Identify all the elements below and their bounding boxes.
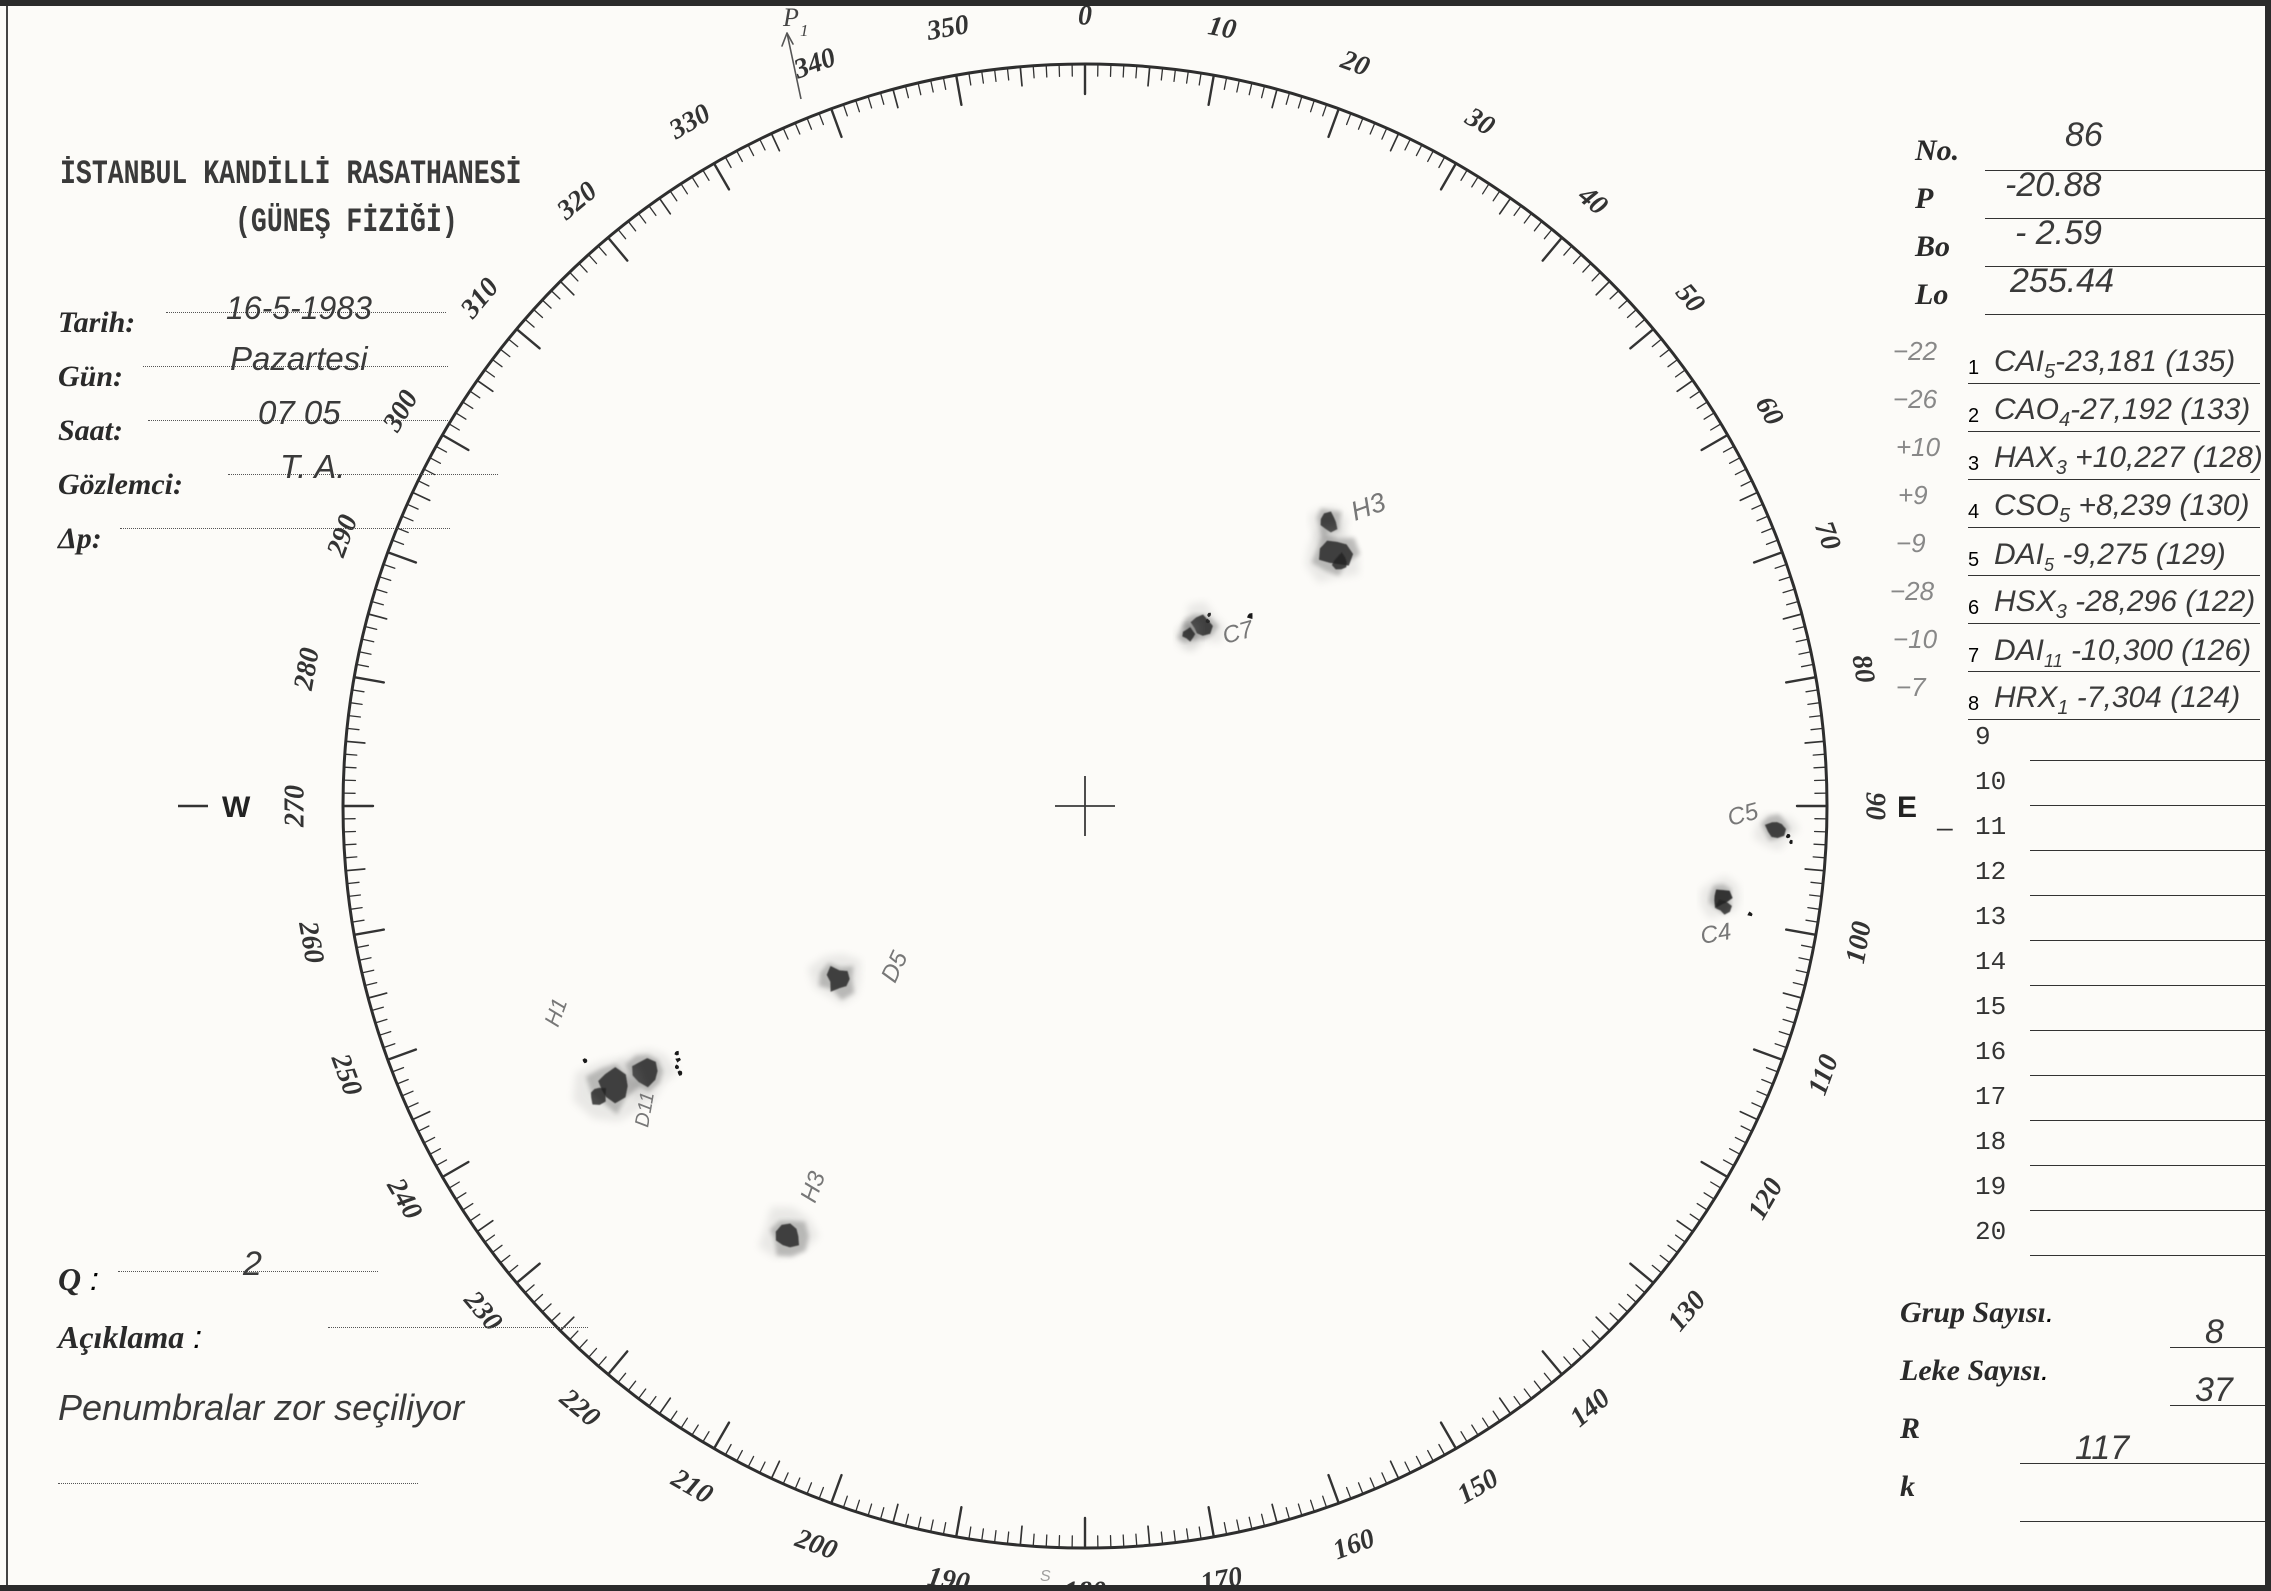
svg-text:D5: D5 (876, 947, 914, 987)
svg-text:210: 210 (665, 1462, 718, 1510)
svg-text:S: S (1040, 1568, 1051, 1585)
svg-text:H3: H3 (795, 1167, 831, 1206)
svg-text:190: 190 (925, 1561, 972, 1591)
svg-text:C5: C5 (1725, 798, 1762, 832)
svg-text:280: 280 (288, 645, 326, 693)
svg-text:260: 260 (292, 918, 330, 966)
svg-text:240: 240 (380, 1172, 428, 1225)
svg-text:H1: H1 (539, 995, 572, 1030)
svg-text:30: 30 (1459, 101, 1500, 142)
svg-text:160: 160 (1329, 1523, 1379, 1566)
svg-text:130: 130 (1662, 1285, 1713, 1337)
svg-text:70: 70 (1808, 517, 1847, 554)
svg-text:330: 330 (663, 98, 716, 146)
svg-text:100: 100 (1840, 919, 1878, 966)
svg-text:220: 220 (553, 1382, 606, 1433)
svg-text:P: P (782, 6, 799, 32)
svg-text:90: 90 (1860, 792, 1891, 820)
svg-text:10: 10 (1206, 10, 1239, 45)
svg-text:120: 120 (1742, 1173, 1790, 1225)
svg-text:200: 200 (790, 1522, 841, 1566)
svg-text:110: 110 (1802, 1050, 1845, 1099)
svg-text:H3: H3 (1347, 487, 1390, 527)
svg-text:250: 250 (324, 1049, 368, 1100)
svg-text:D11: D11 (631, 1090, 659, 1129)
svg-text:180: 180 (1064, 1576, 1106, 1591)
svg-text:150: 150 (1452, 1463, 1504, 1511)
svg-text:W: W (222, 791, 251, 824)
svg-text:1: 1 (800, 21, 809, 40)
svg-text:270: 270 (279, 785, 310, 828)
svg-text:20: 20 (1336, 44, 1374, 83)
svg-text:140: 140 (1564, 1383, 1616, 1434)
svg-text:60: 60 (1749, 391, 1790, 431)
svg-text:C4: C4 (1698, 918, 1733, 950)
svg-text:350: 350 (923, 9, 971, 47)
svg-text:170: 170 (1198, 1561, 1245, 1591)
svg-text:40: 40 (1571, 179, 1613, 221)
svg-text:E: E (1897, 791, 1917, 824)
svg-text:0: 0 (1078, 6, 1092, 31)
svg-text:C7: C7 (1220, 615, 1258, 649)
svg-text:80: 80 (1845, 652, 1880, 685)
svg-text:50: 50 (1669, 277, 1711, 318)
